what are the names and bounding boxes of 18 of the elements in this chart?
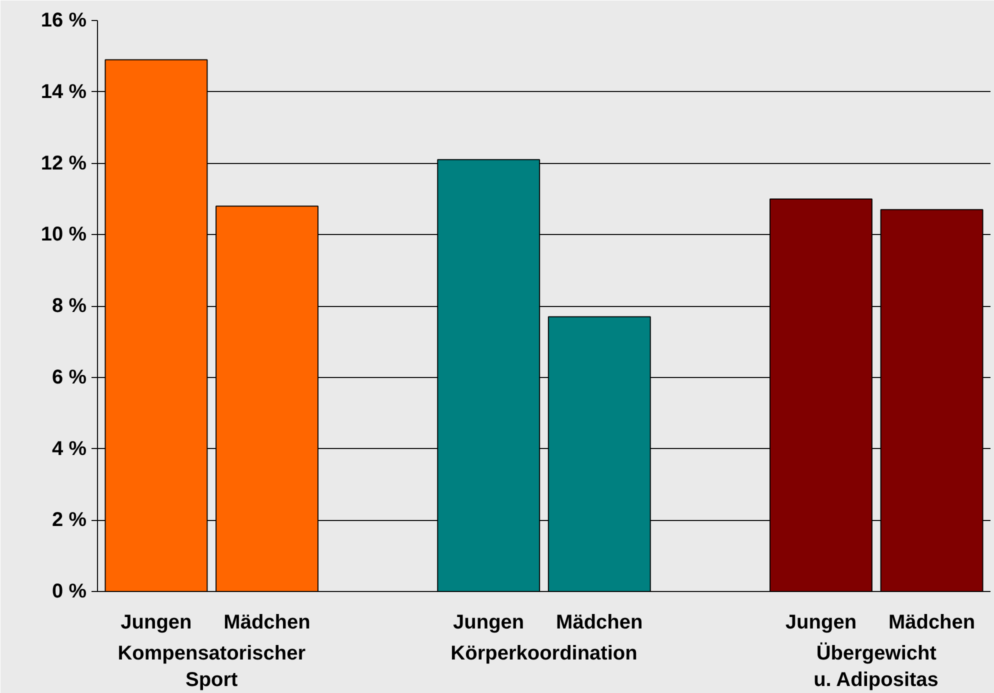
y-tick-label: 10 % [40,224,87,246]
x-tick-label: Mädchen [224,612,310,634]
text: Körperkoordination [450,642,638,664]
x-tick-label: Mädchen [888,612,976,634]
x-tick-label: Jungen [120,612,192,634]
y-tick-label: 12 % [40,152,87,174]
text: Kompensatorischer Sport [118,642,306,691]
x-tick-label: Mädchen [556,612,643,634]
y-tick-label: 0 % [52,580,87,602]
y-tick-label: 6 % [52,366,87,388]
x-tick-label: Jungen [785,612,857,634]
y-tick-label: 2 % [52,509,87,532]
y-tick-label: 8 % [52,295,87,317]
y-tick-label: 4 % [52,438,87,460]
text: Übergewicht u. Adipositas [814,642,938,691]
y-tick-label: 14 % [40,80,87,103]
x-tick-label: Jungen [453,612,524,634]
y-tick-label: 16 % [40,10,87,32]
